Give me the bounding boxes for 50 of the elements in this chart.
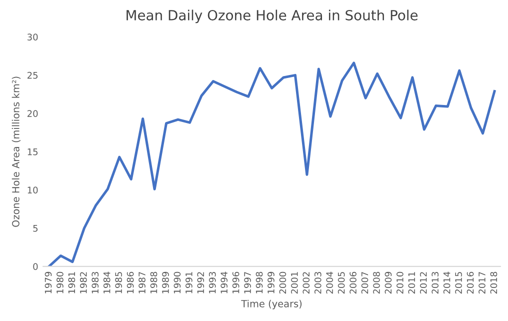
x-tick-label: 1986	[126, 272, 134, 294]
y-tick-label: 30	[28, 34, 38, 40]
x-tick-label: 1981	[68, 272, 76, 294]
x-tick-label: 2008	[373, 272, 380, 294]
x-tick-label: 1987	[138, 272, 146, 294]
x-tick-label: 1997	[244, 272, 251, 294]
x-tick-label: 2000	[279, 272, 286, 294]
x-tick-label: 1988	[150, 272, 158, 294]
x-tick-label: 2016	[466, 272, 474, 294]
x-tick-label: 2004	[326, 272, 334, 294]
y-tick-label: 0	[33, 263, 38, 270]
x-tick-label: 2005	[338, 272, 345, 294]
x-tick-label: 2003	[314, 272, 322, 294]
y-tick-label: 25	[27, 72, 38, 79]
x-tick-label: 2009	[384, 272, 392, 294]
x-tick-label: 1993	[208, 272, 216, 294]
x-tick-label: 2018	[490, 272, 498, 294]
x-tick-label: 1980	[56, 272, 64, 294]
x-tick-label: 1999	[268, 272, 274, 294]
x-tick-label: 1998	[256, 272, 263, 294]
x-tick-label: 2007	[361, 272, 368, 294]
chart-title: Mean Daily Ozone Hole Area in South Pole	[126, 10, 418, 24]
x-tick-label: 1992	[197, 272, 204, 294]
line-series	[48, 62, 496, 266]
x-tick-label: 1996	[232, 272, 240, 294]
x-tick-label: 2015	[455, 272, 462, 294]
x-tick-label: 2013	[432, 272, 439, 294]
x-tick-label: 1990	[174, 272, 181, 294]
x-axis-title: Time (years)	[241, 300, 302, 310]
x-tick-label: 1991	[186, 272, 192, 294]
x-tick-label: 2011	[408, 272, 416, 294]
x-tick-label: 2010	[396, 272, 404, 294]
x-tick-label: 1989	[162, 272, 169, 294]
x-tick-label: 2017	[478, 272, 486, 294]
x-tick-label: 2012	[420, 272, 427, 294]
x-tick-label: 2014	[443, 272, 450, 294]
y-axis-title: Ozone Hole Area (millions km²)	[12, 76, 21, 227]
x-tick-label: 1983	[92, 272, 99, 294]
x-tick-label: 1994	[220, 272, 228, 294]
y-tick-label: 10	[28, 186, 38, 194]
x-tick-label: 2006	[350, 272, 356, 294]
x-tick-label: 2002	[302, 272, 310, 294]
x-tick-label: 2001	[291, 272, 298, 294]
x-tick-label: 1985	[115, 272, 122, 294]
y-tick-label: 5	[33, 225, 38, 232]
x-tick-label: 1984	[103, 272, 110, 294]
x-tick-label: 1982	[80, 272, 87, 294]
y-tick-label: 15	[28, 148, 38, 156]
x-tick-label: 1979	[44, 272, 52, 294]
y-tick-label: 20	[27, 110, 38, 117]
